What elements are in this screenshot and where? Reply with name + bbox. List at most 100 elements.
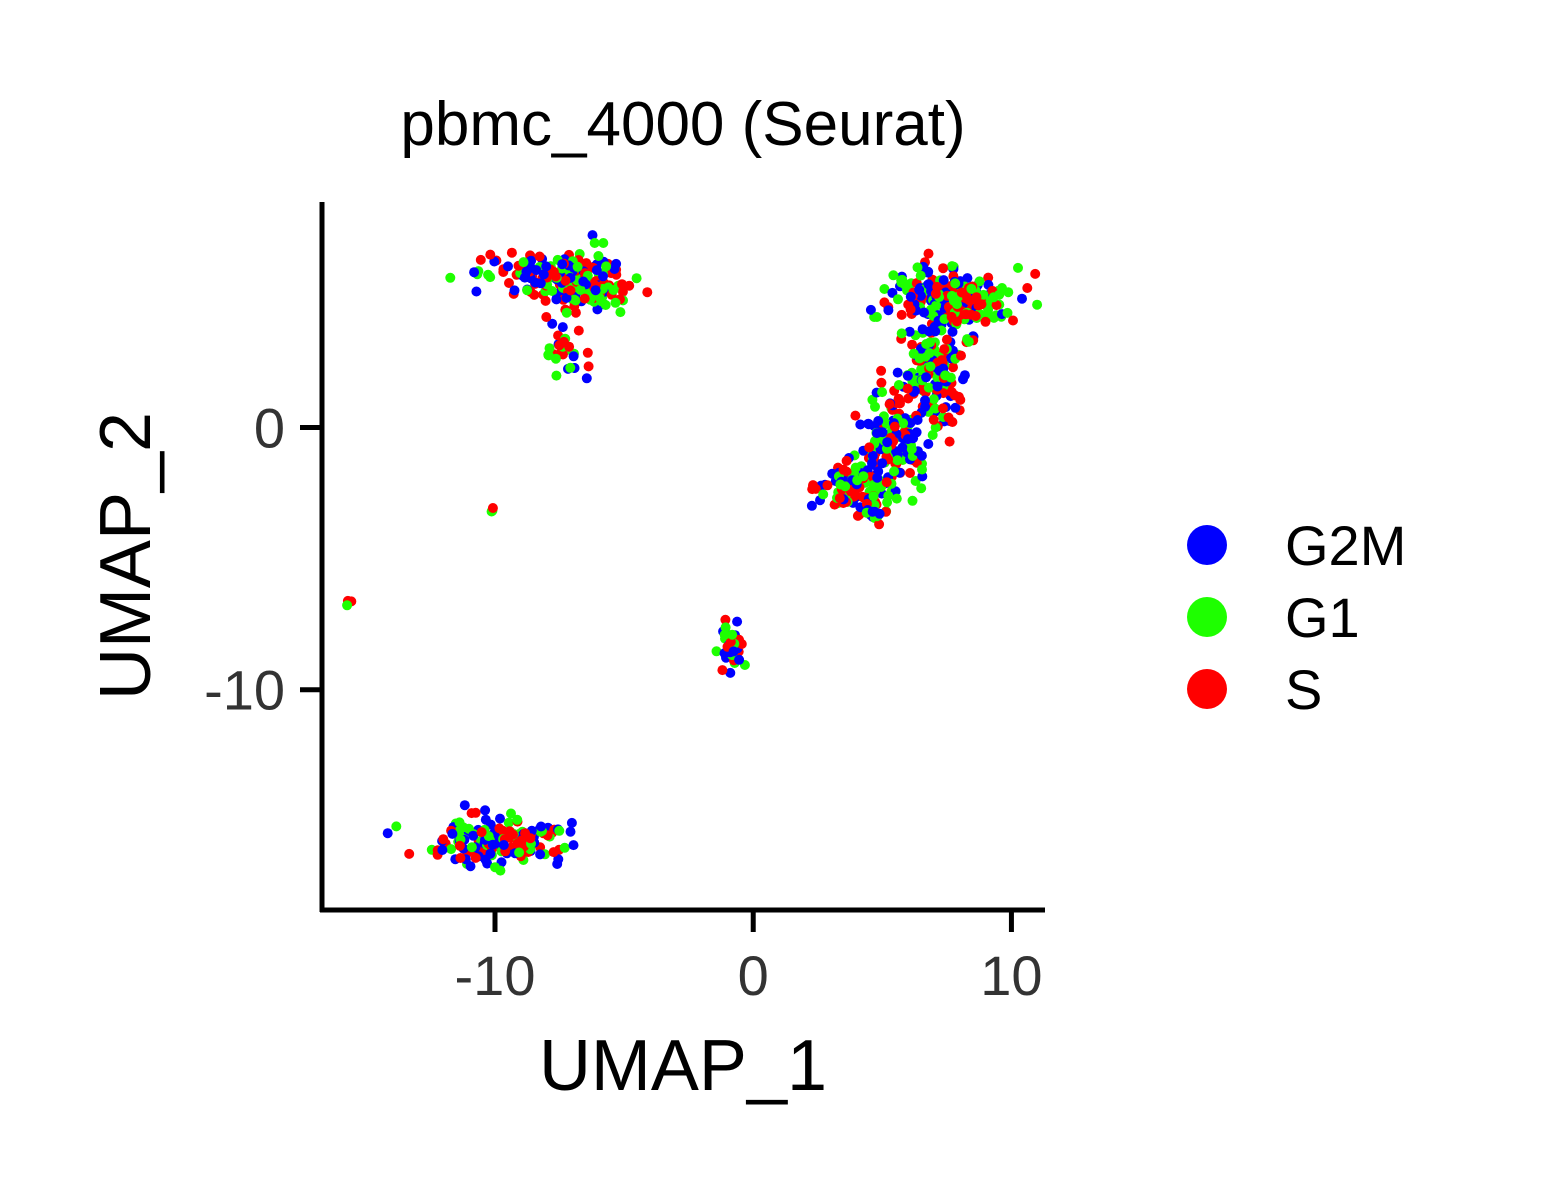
data-point-s: [923, 248, 934, 259]
data-point-s: [487, 503, 498, 513]
data-point-g1: [923, 382, 934, 393]
data-point-g2m: [485, 848, 496, 859]
data-point-g2m: [530, 277, 541, 288]
data-point-g1: [554, 825, 565, 836]
data-point-g2m: [947, 326, 958, 337]
data-point-g1: [879, 284, 890, 294]
x-axis-ticks: -10 0 10: [455, 910, 1043, 1007]
data-point-s: [624, 280, 635, 291]
data-point-g1: [931, 300, 941, 311]
data-point-g2m: [535, 849, 546, 860]
data-point-s: [946, 311, 957, 322]
data-point-s: [579, 293, 590, 304]
data-point-g2m: [519, 272, 530, 283]
data-point-s: [939, 344, 950, 355]
data-point-g2m: [914, 284, 925, 295]
data-point-g2m: [581, 373, 592, 384]
data-point-s: [928, 414, 939, 425]
data-point-g1: [615, 307, 626, 318]
data-point-g2m: [855, 419, 866, 430]
data-point-s: [905, 304, 916, 315]
data-point-s: [720, 614, 731, 625]
data-point-g1: [601, 261, 612, 272]
data-point-g1: [928, 394, 939, 405]
data-point-g1: [572, 261, 583, 272]
data-point-g1: [963, 336, 974, 347]
data-point-g2m: [561, 292, 572, 303]
data-point-g2m: [568, 840, 579, 851]
data-point-s: [884, 399, 895, 410]
data-point-g2m: [921, 372, 932, 383]
data-point-g1: [594, 293, 605, 303]
data-point-g1: [871, 312, 882, 322]
data-point-s: [455, 853, 466, 863]
data-point-g1: [550, 353, 561, 364]
x-axis-title: UMAP_1: [539, 1026, 827, 1106]
data-point-s: [983, 272, 994, 283]
data-point-s: [534, 251, 545, 262]
data-point-g2m: [930, 326, 941, 337]
data-point-s: [1022, 283, 1033, 293]
data-point-g1: [889, 466, 900, 477]
data-point-g1: [503, 817, 514, 828]
data-point-g1: [891, 493, 902, 504]
data-point-g1: [870, 482, 881, 493]
y-tick-label: 0: [254, 397, 285, 460]
data-point-s: [438, 834, 449, 845]
data-point-g1: [900, 279, 911, 290]
data-point-g2m: [902, 370, 913, 381]
data-point-g1: [974, 276, 985, 287]
data-point-g2m: [552, 859, 563, 869]
data-point-g1: [930, 403, 941, 414]
legend-key-s: [1187, 669, 1227, 709]
x-tick-label: 0: [738, 944, 769, 1007]
data-point-g2m: [469, 267, 480, 278]
data-point-g1: [915, 270, 926, 281]
data-point-s: [573, 325, 584, 336]
data-point-g2m: [437, 845, 448, 855]
x-tick-label: 10: [980, 944, 1042, 1007]
legend-key-g2m: [1187, 525, 1227, 565]
data-point-g1: [514, 847, 525, 858]
data-point-g2m: [806, 500, 817, 511]
data-point-g2m: [877, 427, 888, 438]
data-point-g1: [893, 294, 903, 305]
data-point-s: [475, 254, 486, 265]
data-point-s: [582, 347, 593, 358]
data-point-g1: [485, 272, 496, 283]
data-point-g1: [888, 270, 899, 281]
data-point-g1: [466, 842, 477, 853]
data-point-g2m: [867, 450, 878, 461]
data-point-g1: [446, 844, 457, 855]
data-point-g1: [907, 495, 918, 506]
data-point-g1: [850, 462, 861, 473]
data-point-s: [525, 833, 536, 844]
data-point-s: [852, 510, 863, 521]
data-point-g1: [925, 361, 936, 372]
data-point-g1: [924, 348, 935, 359]
data-point-s: [938, 263, 949, 274]
data-point-g2m: [732, 616, 743, 627]
data-point-s: [876, 365, 887, 376]
data-point-g2m: [471, 286, 482, 297]
data-point-s: [889, 421, 900, 432]
data-point-s: [838, 464, 849, 475]
data-point-g1: [927, 430, 938, 440]
data-point-g1: [908, 348, 919, 359]
data-point-g2m: [728, 646, 739, 657]
y-axis-title: UMAP_2: [86, 412, 166, 700]
data-point-s: [810, 483, 821, 494]
data-point-g2m: [865, 304, 876, 315]
data-point-g2m: [873, 416, 884, 426]
data-point-s: [1030, 268, 1041, 279]
data-point-g2m: [611, 258, 622, 269]
data-point-s: [943, 412, 954, 423]
data-point-s: [850, 410, 861, 421]
data-point-s: [948, 362, 958, 373]
data-point-g2m: [923, 279, 934, 290]
data-point-g1: [852, 475, 863, 486]
data-point-s: [558, 336, 569, 347]
data-point-s: [565, 285, 576, 296]
data-point-s: [822, 480, 833, 491]
data-point-g2m: [932, 381, 943, 392]
